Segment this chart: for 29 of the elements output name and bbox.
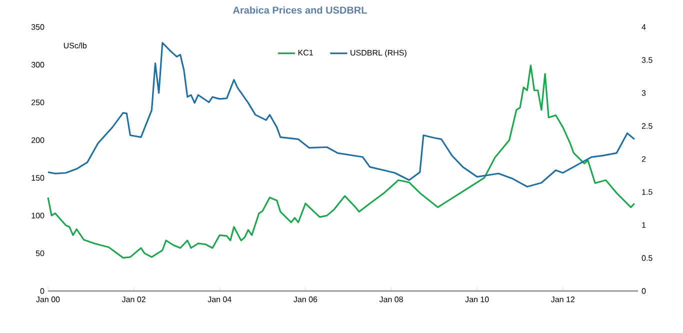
x-tick-label: Jan 04: [208, 296, 232, 302]
chart-title: Arabica Prices and USDBRL: [233, 6, 367, 14]
y-tick-label: 300: [31, 62, 44, 68]
y2-tick-label: 1.5: [642, 189, 652, 195]
legend-label: USDBRL (RHS): [350, 50, 406, 58]
x-tick-label: Jan 02: [122, 296, 146, 302]
y-tick-label: 200: [32, 137, 44, 143]
y2-tick-label: 1: [642, 222, 646, 228]
y-tick-label: 250: [32, 100, 44, 106]
y-tick-label: 150: [32, 175, 44, 181]
legend-label: KC1: [298, 50, 313, 56]
y-tick-label: 50: [36, 250, 44, 256]
y-tick-label: 0: [40, 288, 44, 294]
x-tick-label: Jan 00: [36, 296, 60, 302]
y-tick-label: 350: [31, 24, 44, 30]
y2-tick-label: 2: [642, 156, 646, 162]
x-tick-label: Jan 10: [465, 296, 489, 302]
y-tick-label: 100: [32, 212, 44, 218]
x-tick-label: Jan 12: [551, 296, 575, 302]
y2-tick-label: 0.5: [642, 255, 652, 261]
y2-tick-label: 2.5: [642, 123, 652, 129]
x-tick-label: Jan 08: [379, 296, 403, 302]
x-tick-label: Jan 06: [294, 296, 318, 302]
y2-tick-label: 0: [642, 288, 646, 294]
y2-tick-label: 3: [642, 90, 646, 96]
y-axis-title: USc/lb: [64, 42, 87, 48]
y2-tick-label: 4: [642, 24, 646, 30]
line-series: [47, 64, 636, 259]
y2-tick-label: 3.5: [642, 57, 652, 63]
